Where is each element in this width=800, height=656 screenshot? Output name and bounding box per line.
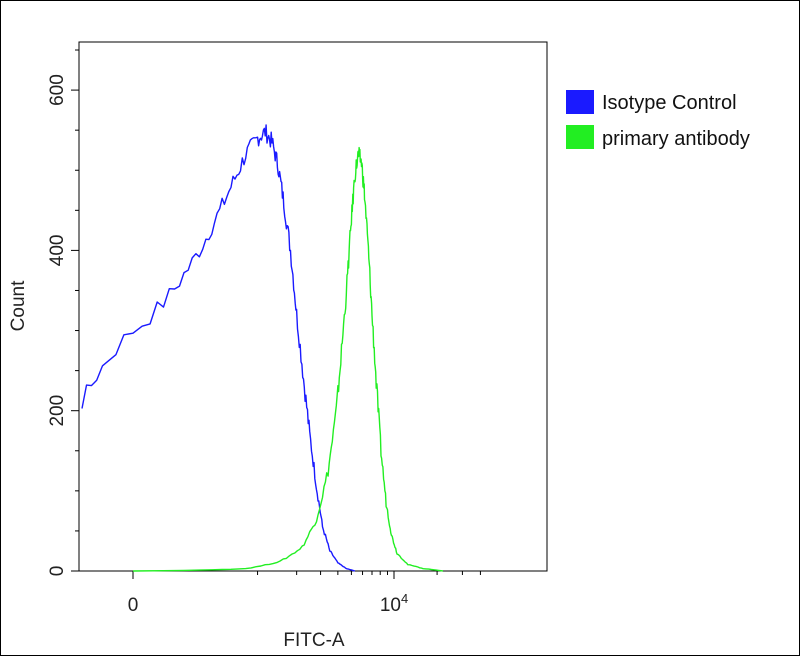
x-axis-title: FITC-A [283,630,345,651]
x-axis: 0 104 [128,571,408,616]
y-tick-label: 400 [47,235,68,267]
y-axis-title: Count [8,280,29,331]
x-tick-label: 0 [128,595,139,616]
x-tick-label: 104 [380,591,408,616]
y-axis: 0 200 400 600 [47,74,79,576]
y-tick-label: 600 [47,74,68,106]
series-line-isotype-control [81,124,356,572]
y-tick-label: 0 [47,566,68,577]
y-tick-label: 200 [47,395,68,427]
series-layer [81,124,444,572]
plot-area [78,41,548,572]
x-minor-ticks [257,571,481,575]
legend-label-primary-antibody: primary antibody [602,128,750,150]
legend-label-isotype-control: Isotype Control [602,92,737,114]
legend-swatch-isotype-control [566,90,594,114]
y-minor-ticks [75,49,79,532]
legend-swatch-primary-antibody [566,125,594,149]
legend: Isotype Control primary antibody [566,90,750,150]
series-line-primary-antibody [132,146,444,572]
